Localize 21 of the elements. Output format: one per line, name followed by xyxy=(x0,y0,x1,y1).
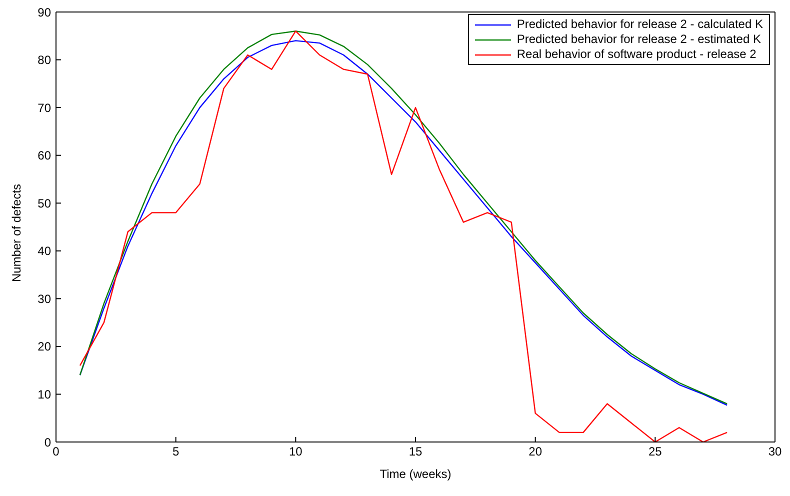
y-tick-label: 20 xyxy=(38,340,52,354)
x-tick-label: 5 xyxy=(172,444,180,459)
x-tick-label: 15 xyxy=(408,444,422,459)
legend-label: Predicted behavior for release 2 - estimated K xyxy=(516,32,761,47)
x-tick-label: 10 xyxy=(288,444,303,459)
y-tick-label: 70 xyxy=(38,100,52,115)
y-tick-label: 80 xyxy=(38,53,52,68)
y-tick-label: 50 xyxy=(38,196,52,210)
y-tick-label: 60 xyxy=(38,148,52,163)
y-tick-label: 40 xyxy=(38,244,52,258)
y-tick-label: 0 xyxy=(44,435,52,450)
x-tick-label: 30 xyxy=(768,444,782,459)
y-tick-label: 30 xyxy=(38,292,52,306)
y-tick-label: 10 xyxy=(38,387,52,402)
x-axis-title: Time (weeks) xyxy=(380,467,452,481)
x-tick-label: 20 xyxy=(528,444,542,459)
legend-label: Real behavior of software product - release 2 xyxy=(516,47,756,62)
legend-label: Predicted behavior for release 2 - calculated K xyxy=(516,17,763,32)
y-tick-label: 90 xyxy=(38,5,52,20)
y-axis-title: Number of defects xyxy=(9,184,24,282)
x-tick-label: 25 xyxy=(648,444,662,459)
